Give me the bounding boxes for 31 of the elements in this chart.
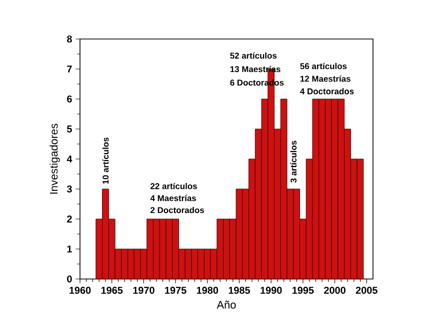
- annotation: 2 Doctorados: [150, 206, 204, 214]
- y-tick-label: 4: [66, 156, 72, 162]
- annotation: 4 Maestrías: [150, 194, 196, 202]
- annotation: 22 artículos: [150, 182, 197, 190]
- y-tick-label: 1: [67, 246, 72, 252]
- y-tick-label: 3: [66, 185, 72, 193]
- x-tick-label: 1995: [292, 286, 314, 294]
- y-axis-title: Investigadores: [50, 124, 60, 194]
- x-tick-label: 1980: [196, 286, 218, 294]
- y-tick-label: 0: [67, 275, 72, 283]
- x-tick-label: 1970: [133, 286, 154, 294]
- annotation: 56 artículos: [300, 62, 347, 70]
- x-tick-label: 1975: [165, 286, 186, 294]
- annotation: 10 artículos: [102, 138, 109, 184]
- y-tick-label: 8: [67, 35, 72, 43]
- x-tick-label: 2000: [324, 286, 346, 294]
- y-tick-label: 2: [67, 216, 72, 222]
- x-tick-label: 1960: [70, 286, 91, 294]
- x-tick-label: 1990: [260, 286, 282, 294]
- annotation: 4 Doctorados: [300, 88, 354, 94]
- annotation: 52 artículos: [230, 52, 277, 59]
- x-tick-label: 1985: [228, 286, 250, 294]
- y-tick-label: 6: [67, 95, 72, 103]
- y-tick-label: 7: [67, 66, 72, 72]
- x-axis-title: Año: [216, 300, 236, 309]
- x-tick-label: 1965: [101, 286, 123, 294]
- annotation: 3 artículos: [290, 140, 297, 183]
- annotation: 13 Maestrías: [230, 66, 280, 72]
- x-tick-label: 2005: [356, 286, 378, 294]
- y-tick-label: 5: [67, 126, 72, 132]
- annotation: 12 Maestrías: [300, 75, 350, 82]
